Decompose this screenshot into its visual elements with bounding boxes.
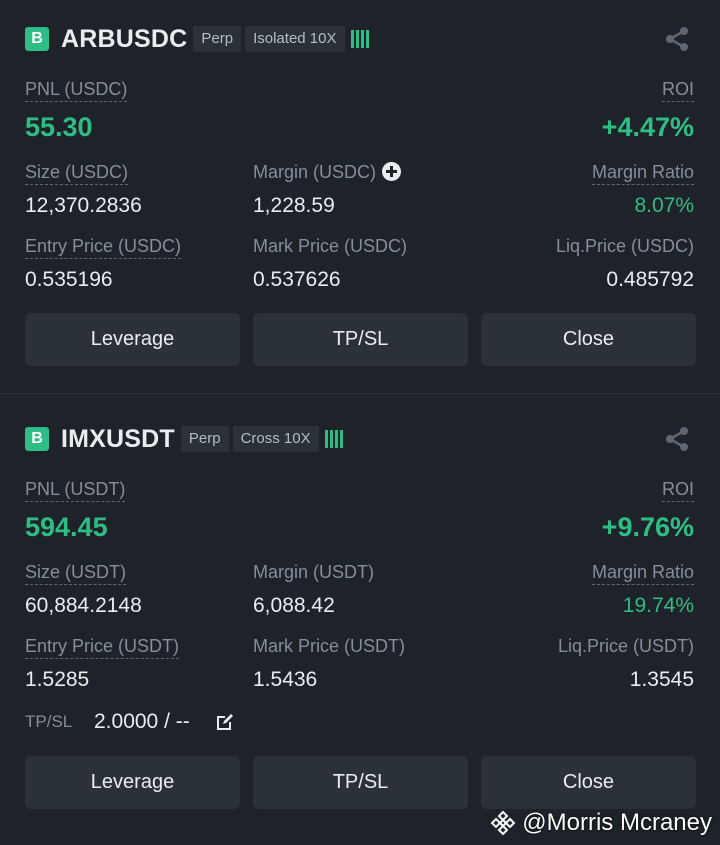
margin-ratio-value: 8.07% [634,194,694,217]
add-margin-icon[interactable] [382,162,402,181]
mark-price-label: Mark Price (USDC) [253,236,408,256]
card-divider [0,393,720,394]
position-card-arbusdc: B ARBUSDC Perp Isolated 10X PNL (USDC) R… [0,0,720,392]
edit-icon[interactable] [215,712,235,732]
mark-price-label: Mark Price (USDT) [253,636,405,656]
pnl-value: 55.30 [25,112,93,142]
binance-logo-icon [490,810,516,836]
roi-value: +4.47% [601,112,694,142]
margin-mode-tag[interactable]: Isolated 10X [245,26,345,52]
leverage-button[interactable]: Leverage [25,756,240,809]
margin-label: Margin (USDC) [253,162,402,183]
liq-price-label: Liq.Price (USDT) [557,636,694,656]
position-card-imxusdt: B IMXUSDT Perp Cross 10X PNL (USDT) ROI … [0,396,720,845]
margin-label-text: Margin (USDC) [253,162,377,182]
margin-ratio-label[interactable]: Margin Ratio [591,562,694,585]
tpsl-label: TP/SL [25,712,73,731]
position-header[interactable]: B IMXUSDT Perp Cross 10X [25,425,343,453]
close-button[interactable]: Close [481,313,696,366]
symbol-name[interactable]: ARBUSDC [61,24,188,53]
contract-type-tag: Perp [193,26,242,52]
entry-price-value: 1.5285 [25,668,90,691]
roi-label[interactable]: ROI [661,479,694,502]
entry-price-label[interactable]: Entry Price (USDC) [25,236,182,259]
pnl-label[interactable]: PNL (USDC) [25,79,128,102]
size-label[interactable]: Size (USDC) [25,162,129,185]
roi-label[interactable]: ROI [661,79,694,102]
mark-price-value: 1.5436 [253,668,318,691]
margin-mode-tag[interactable]: Cross 10X [232,426,319,452]
pnl-label[interactable]: PNL (USDT) [25,479,126,502]
position-header[interactable]: B ARBUSDC Perp Isolated 10X [25,25,369,53]
leverage-bars-icon [324,430,343,448]
watermark: @Morris Mcraney [490,809,712,837]
liq-price-label: Liq.Price (USDC) [555,236,694,256]
margin-value: 1,228.59 [253,194,335,217]
liq-price-value: 0.485792 [606,268,694,291]
size-value: 60,884.2148 [25,594,142,617]
binance-badge-icon: B [25,427,49,451]
tpsl-button[interactable]: TP/SL [253,313,468,366]
margin-ratio-label[interactable]: Margin Ratio [591,162,694,185]
watermark-text: @Morris Mcraney [522,809,712,836]
liq-price-value: 1.3545 [629,668,694,691]
mark-price-value: 0.537626 [253,268,341,291]
contract-type-tag: Perp [180,426,229,452]
close-button[interactable]: Close [481,756,696,809]
leverage-bars-icon [350,30,369,48]
share-icon[interactable] [664,426,690,452]
roi-value: +9.76% [601,512,694,542]
margin-value: 6,088.42 [253,594,335,617]
symbol-name[interactable]: IMXUSDT [61,424,175,453]
tpsl-button[interactable]: TP/SL [253,756,468,809]
leverage-button[interactable]: Leverage [25,313,240,366]
pnl-value: 594.45 [25,512,108,542]
tpsl-value: 2.0000 / -- [94,710,190,733]
entry-price-value: 0.535196 [25,268,113,291]
margin-label: Margin (USDT) [253,562,375,582]
size-value: 12,370.2836 [25,194,142,217]
margin-ratio-value: 19.74% [622,594,694,617]
binance-badge-icon: B [25,27,49,51]
size-label[interactable]: Size (USDT) [25,562,127,585]
entry-price-label[interactable]: Entry Price (USDT) [25,636,180,659]
share-icon[interactable] [664,26,690,52]
